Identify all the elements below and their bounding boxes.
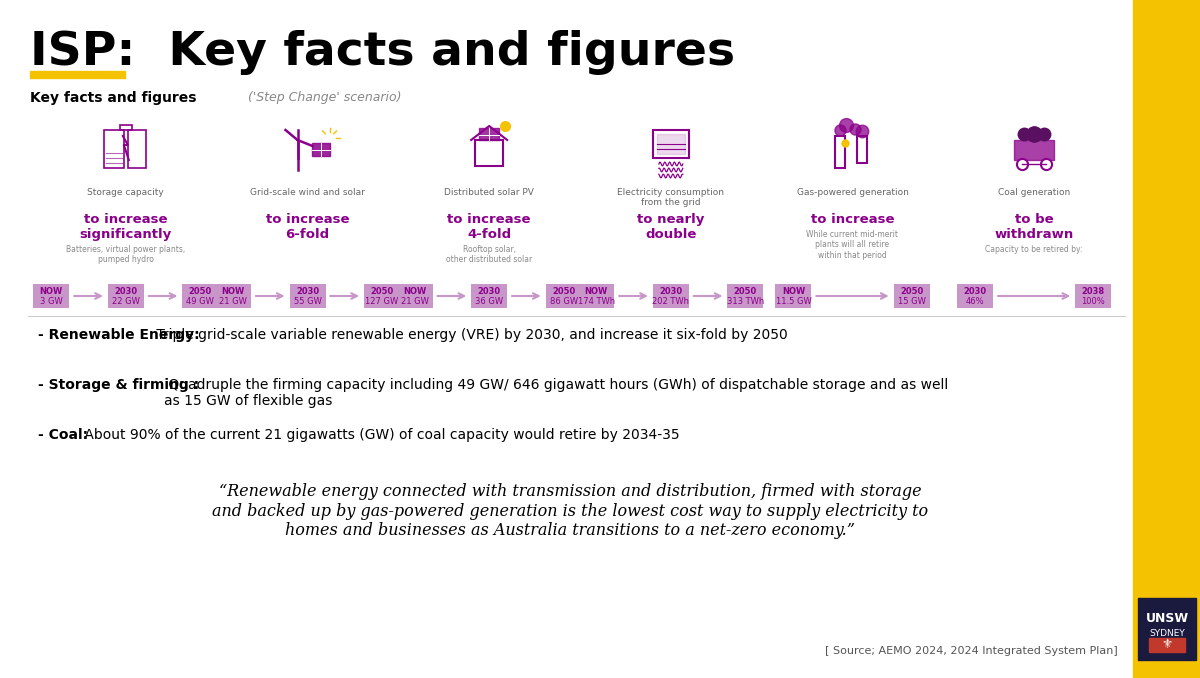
Text: double: double	[646, 228, 696, 241]
Text: 313 TWh: 313 TWh	[727, 298, 764, 306]
Bar	[364, 284, 400, 308]
Text: 21 GW: 21 GW	[220, 298, 247, 306]
Text: - Renewable Energy:: - Renewable Energy:	[38, 328, 199, 342]
Text: Distributed solar PV: Distributed solar PV	[444, 188, 534, 197]
Text: 2050: 2050	[552, 287, 575, 296]
Bar	[857, 136, 866, 163]
Text: - Coal:: - Coal:	[38, 428, 88, 442]
Bar	[108, 284, 144, 308]
Text: ('Step Change' scenario): ('Step Change' scenario)	[248, 91, 402, 104]
Bar	[128, 130, 146, 168]
Text: 2030: 2030	[478, 287, 500, 296]
Bar	[653, 130, 689, 158]
Text: Storage capacity: Storage capacity	[88, 188, 164, 197]
Text: About 90% of the current 21 gigawatts (GW) of coal capacity would retire by 2034: About 90% of the current 21 gigawatts (G…	[80, 428, 679, 442]
Text: 2038: 2038	[1081, 287, 1105, 296]
Bar	[1133, 0, 1200, 678]
Bar	[653, 284, 689, 308]
Bar	[775, 284, 811, 308]
Text: 2050: 2050	[371, 287, 394, 296]
Text: Electricity consumption
from the grid: Electricity consumption from the grid	[617, 188, 725, 207]
Bar	[1138, 598, 1196, 660]
Bar	[546, 284, 582, 308]
Text: significantly: significantly	[79, 228, 172, 241]
Text: Capacity to be retired by:: Capacity to be retired by:	[985, 245, 1082, 254]
Text: NOW: NOW	[221, 287, 245, 296]
Text: UNSW: UNSW	[1146, 612, 1188, 624]
Bar	[834, 136, 845, 168]
Text: 174 TWh: 174 TWh	[577, 298, 614, 306]
Text: Key facts and figures: Key facts and figures	[30, 91, 197, 105]
Text: 2050: 2050	[188, 287, 212, 296]
Bar	[656, 134, 685, 154]
Text: 49 GW: 49 GW	[186, 298, 215, 306]
Text: to increase: to increase	[811, 213, 894, 226]
Text: Batteries, virtual power plants,
pumped hydro: Batteries, virtual power plants, pumped …	[66, 245, 186, 264]
Bar	[30, 71, 125, 78]
Text: SYDNEY: SYDNEY	[1150, 629, 1184, 639]
Text: 2050: 2050	[733, 287, 757, 296]
Text: ⚜: ⚜	[1162, 639, 1172, 652]
Text: 2030: 2030	[296, 287, 319, 296]
Text: 2030: 2030	[964, 287, 986, 296]
Bar	[475, 140, 503, 166]
Text: 2030: 2030	[114, 287, 137, 296]
Bar	[1075, 284, 1111, 308]
Text: to be: to be	[1015, 213, 1054, 226]
Bar	[1014, 140, 1054, 160]
Text: 55 GW: 55 GW	[294, 298, 322, 306]
Bar	[120, 125, 132, 130]
Text: Rooftop solar,
other distributed solar: Rooftop solar, other distributed solar	[446, 245, 533, 264]
Text: 22 GW: 22 GW	[112, 298, 139, 306]
Bar	[182, 284, 218, 308]
Bar	[312, 143, 330, 156]
Text: 100%: 100%	[1081, 298, 1105, 306]
Text: 2050: 2050	[900, 287, 923, 296]
Text: 4-fold: 4-fold	[467, 228, 511, 241]
Text: ISP:  Key facts and figures: ISP: Key facts and figures	[30, 30, 736, 75]
Bar	[34, 284, 70, 308]
Text: NOW: NOW	[403, 287, 426, 296]
Bar	[894, 284, 930, 308]
Bar	[472, 284, 508, 308]
Text: 3 GW: 3 GW	[40, 298, 62, 306]
Text: Grid-scale wind and solar: Grid-scale wind and solar	[250, 188, 365, 197]
Bar	[727, 284, 763, 308]
Text: to nearly: to nearly	[637, 213, 704, 226]
Text: 15 GW: 15 GW	[898, 298, 925, 306]
Text: 6-fold: 6-fold	[286, 228, 330, 241]
Text: to increase: to increase	[84, 213, 168, 226]
Text: to increase: to increase	[448, 213, 530, 226]
Text: 46%: 46%	[966, 298, 984, 306]
Bar	[397, 284, 433, 308]
Bar	[958, 284, 994, 308]
Bar	[578, 284, 614, 308]
Text: NOW: NOW	[782, 287, 805, 296]
Bar	[289, 284, 325, 308]
Bar	[479, 128, 499, 140]
Text: 127 GW: 127 GW	[365, 298, 398, 306]
Text: [ Source; AEMO 2024, 2024 Integrated System Plan]: [ Source; AEMO 2024, 2024 Integrated Sys…	[826, 646, 1118, 656]
Bar	[215, 284, 251, 308]
Bar	[1150, 638, 1186, 652]
Text: While current mid-merit
plants will all retire
within that period: While current mid-merit plants will all …	[806, 230, 899, 260]
Text: Coal generation: Coal generation	[998, 188, 1070, 197]
Text: 86 GW: 86 GW	[550, 298, 577, 306]
Text: Quadruple the firming capacity including 49 GW/ 646 gigawatt hours (GWh) of disp: Quadruple the firming capacity including…	[164, 378, 948, 408]
Text: withdrawn: withdrawn	[995, 228, 1074, 241]
Text: Gas-powered generation: Gas-powered generation	[797, 188, 908, 197]
Text: 2030: 2030	[659, 287, 683, 296]
Text: “Renewable energy connected with transmission and distribution, firmed with stor: “Renewable energy connected with transmi…	[212, 483, 928, 539]
Text: NOW: NOW	[584, 287, 608, 296]
Text: 202 TWh: 202 TWh	[653, 298, 689, 306]
Text: Triple grid-scale variable renewable energy (VRE) by 2030, and increase it six-f: Triple grid-scale variable renewable ene…	[152, 328, 787, 342]
Text: 36 GW: 36 GW	[475, 298, 503, 306]
Bar	[104, 130, 124, 168]
Text: to increase: to increase	[265, 213, 349, 226]
Text: 21 GW: 21 GW	[401, 298, 428, 306]
Text: NOW: NOW	[40, 287, 62, 296]
Text: - Storage & firming :: - Storage & firming :	[38, 378, 199, 392]
Text: 11.5 GW: 11.5 GW	[775, 298, 811, 306]
